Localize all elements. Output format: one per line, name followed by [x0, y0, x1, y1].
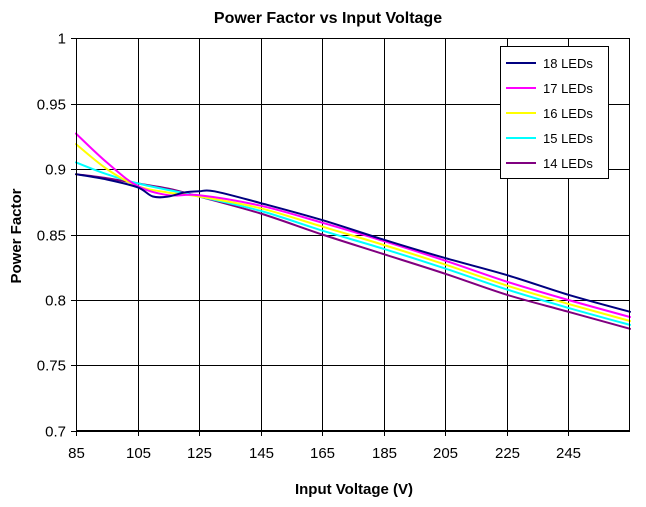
x-tick-label: 145 [249, 445, 274, 462]
x-axis-ticks: 85 105 125 145 165 185 205 225 245 [68, 431, 581, 462]
series-line [75, 161, 631, 326]
x-tick-label: 205 [433, 445, 458, 462]
y-tick-label: 0.8 [45, 293, 66, 310]
x-tick-label: 185 [372, 445, 397, 462]
y-tick-label: 0.95 [37, 97, 66, 114]
plot-border [76, 38, 630, 431]
x-tick-label: 165 [310, 445, 335, 462]
legend-label: 17 LEDs [543, 81, 593, 96]
y-tick-label: 0.7 [45, 424, 66, 441]
x-tick-label: 105 [126, 445, 151, 462]
y-axis-title: Power Factor [8, 188, 25, 283]
x-tick-label: 245 [556, 445, 581, 462]
x-tick-label: 125 [187, 445, 212, 462]
y-tick-label: 1 [58, 31, 66, 48]
legend: 18 LEDs 17 LEDs 16 LEDs 15 LEDs 14 LEDs [500, 46, 609, 179]
y-tick-label: 0.9 [45, 162, 66, 179]
x-axis-title: Input Voltage (V) [295, 481, 413, 498]
series-line [75, 173, 631, 313]
chart-title: Power Factor vs Input Voltage [214, 10, 442, 27]
x-tick-label: 85 [68, 445, 85, 462]
legend-label: 14 LEDs [543, 156, 593, 171]
legend-label: 15 LEDs [543, 131, 593, 146]
series-line [75, 132, 631, 318]
y-tick-label: 0.85 [37, 228, 66, 245]
legend-label: 16 LEDs [543, 106, 593, 121]
y-axis-ticks: 0.7 0.75 0.8 0.85 0.9 0.95 1 [37, 31, 76, 441]
series-lines [75, 132, 631, 330]
legend-label: 18 LEDs [543, 56, 593, 71]
x-tick-label: 225 [495, 445, 520, 462]
y-tick-label: 0.75 [37, 358, 66, 375]
